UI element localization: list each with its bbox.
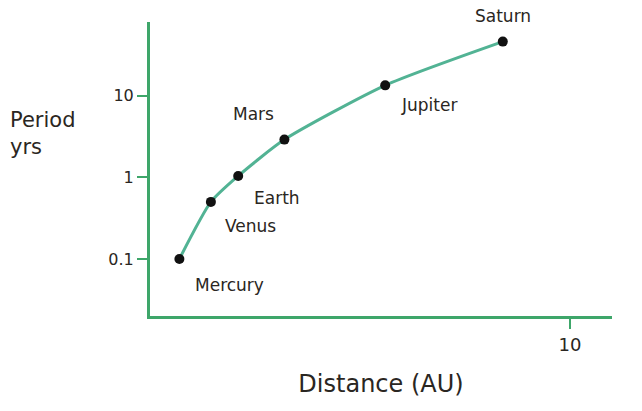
svg-text:10: 10 bbox=[559, 334, 582, 355]
svg-text:Saturn: Saturn bbox=[475, 6, 531, 26]
svg-text:Periodyrs: Periodyrs bbox=[10, 108, 75, 159]
svg-text:Venus: Venus bbox=[225, 216, 276, 236]
svg-text:Earth: Earth bbox=[254, 188, 300, 208]
svg-text:Distance (AU): Distance (AU) bbox=[298, 370, 463, 398]
svg-text:1: 1 bbox=[124, 168, 134, 187]
svg-text:Mars: Mars bbox=[233, 104, 274, 124]
svg-text:10: 10 bbox=[113, 86, 133, 105]
svg-text:Mercury: Mercury bbox=[195, 275, 264, 295]
svg-text:Jupiter: Jupiter bbox=[401, 95, 457, 115]
svg-text:0.1: 0.1 bbox=[108, 250, 133, 269]
